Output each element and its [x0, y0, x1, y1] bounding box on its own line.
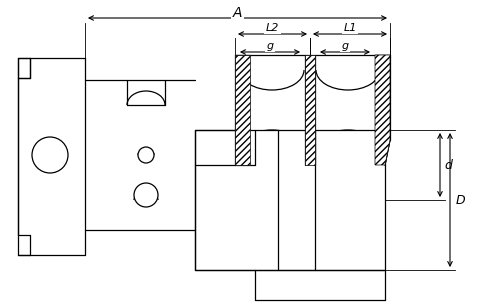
Bar [235, 55, 250, 165]
Circle shape [134, 183, 158, 207]
Text: D: D [455, 193, 465, 207]
Text: L1: L1 [344, 23, 356, 33]
Circle shape [32, 137, 68, 173]
Circle shape [138, 147, 154, 163]
Text: d: d [444, 158, 452, 172]
Polygon shape [375, 55, 390, 165]
Bar [195, 130, 385, 270]
Text: g: g [266, 41, 274, 51]
Text: g: g [342, 41, 348, 51]
Text: A: A [233, 6, 242, 20]
Bar [305, 55, 315, 165]
Text: L2: L2 [266, 23, 279, 33]
